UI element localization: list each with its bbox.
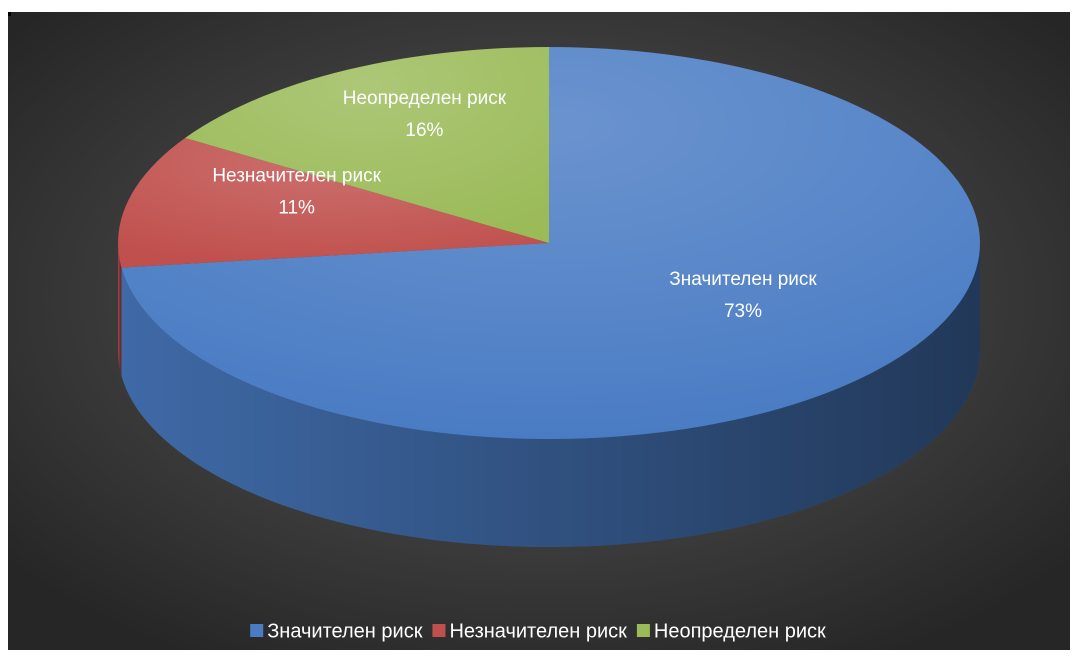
corner-mark: [8, 12, 11, 16]
data-label-category: Незначителен риск: [212, 165, 381, 186]
legend-label: Незначителен риск: [449, 620, 627, 642]
pie-slice-gloss: [118, 137, 549, 268]
data-label-value: 73%: [724, 301, 762, 322]
data-labels: Значителен риск 73% Незначителен риск 11% Не…: [212, 88, 817, 322]
data-label-value: 16%: [405, 120, 443, 141]
data-label-category: Неопределен риск: [343, 88, 507, 109]
pie-top: [118, 47, 980, 439]
legend-label: Неопределен риск: [654, 620, 826, 642]
pie-slice-gloss: [121, 47, 980, 439]
legend: Значителен риск Незначителен риск Неопреде…: [250, 620, 826, 642]
data-label-value: 11%: [278, 197, 315, 218]
legend-swatch: [432, 624, 446, 637]
legend-swatch: [636, 624, 650, 637]
pie-side-shade: [118, 243, 122, 376]
legend-label: Значителен риск: [267, 620, 422, 642]
legend-swatch: [250, 624, 264, 637]
data-label-category: Значителен риск: [669, 269, 817, 290]
pie-slice-gloss: [185, 47, 549, 243]
pie-side: [118, 243, 981, 547]
pie-side-shade: [121, 243, 981, 547]
